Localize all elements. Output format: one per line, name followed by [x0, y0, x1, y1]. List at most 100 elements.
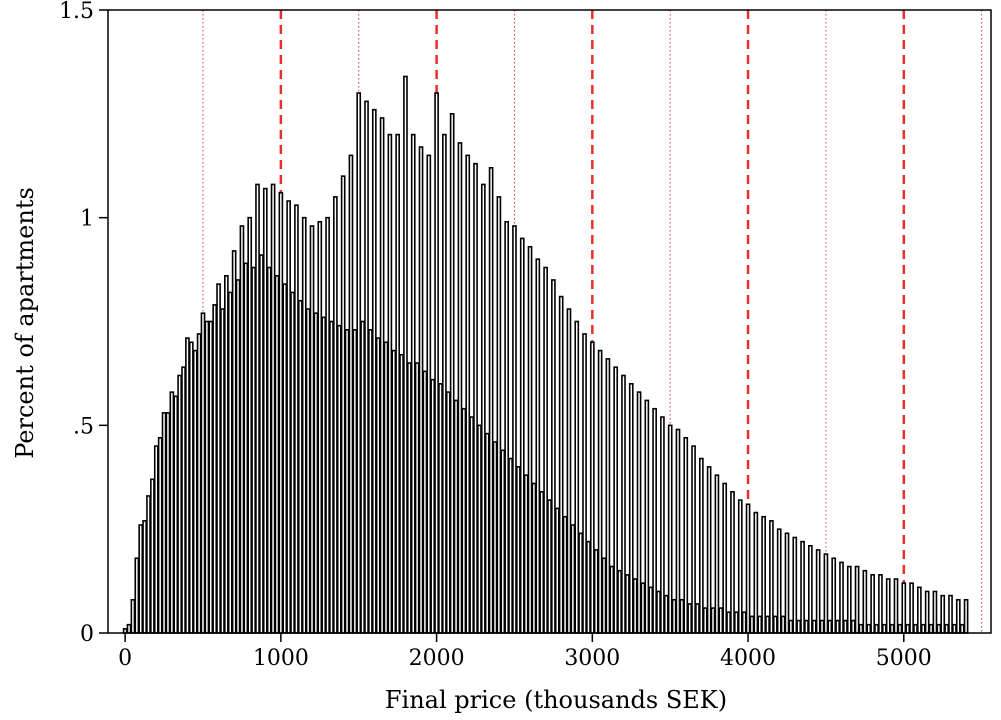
histogram-bar: [473, 162, 478, 634]
histogram-bar: [508, 457, 513, 634]
histogram-bar: [173, 395, 179, 634]
histogram-bar: [480, 183, 486, 634]
histogram-bar: [683, 436, 689, 634]
histogram-bar: [430, 378, 436, 634]
histogram-bar: [640, 582, 646, 634]
histogram-bar: [846, 565, 852, 634]
histogram-bar: [632, 578, 638, 634]
histogram-bar: [492, 441, 498, 634]
histogram-bar: [395, 133, 401, 634]
histogram-bar: [484, 432, 490, 634]
histogram-bar: [710, 607, 716, 634]
histogram-bar: [418, 146, 424, 634]
histogram-bar: [200, 312, 206, 634]
histogram-bar: [208, 320, 214, 634]
histogram-bar: [438, 382, 443, 634]
histogram-bar: [955, 598, 961, 634]
histogram-bar: [625, 574, 630, 634]
histogram-bar: [340, 175, 346, 634]
histogram-bar: [177, 374, 182, 634]
histogram-bar: [422, 370, 428, 634]
histogram-bar: [403, 75, 408, 634]
histogram-bar: [702, 607, 708, 634]
histogram-bar: [294, 204, 299, 634]
histogram-bar: [761, 515, 766, 634]
histogram-bar: [593, 549, 599, 634]
histogram-bar: [675, 428, 681, 634]
histogram-bar: [920, 623, 926, 634]
histogram-bar: [457, 142, 463, 634]
histogram-bar: [667, 424, 673, 634]
histogram-bar: [597, 349, 603, 634]
histogram-bar: [321, 316, 327, 634]
histogram-bar: [146, 495, 151, 634]
histogram-bar: [262, 187, 268, 634]
histogram-bar: [356, 92, 362, 634]
histogram-bar: [516, 466, 521, 634]
histogram-bar: [959, 623, 965, 634]
histogram-bar: [679, 598, 685, 634]
histogram-bar: [410, 133, 416, 634]
histogram-bar: [862, 569, 868, 634]
histogram-bar: [434, 92, 439, 634]
histogram-bar: [617, 569, 622, 634]
histogram-bar: [554, 507, 560, 634]
y-tick-label: 1: [80, 207, 94, 232]
histogram-bar: [278, 191, 284, 634]
histogram-bar: [181, 366, 186, 634]
histogram-bar: [737, 499, 743, 634]
histogram-bar: [897, 623, 903, 634]
histogram-bar: [765, 615, 770, 634]
histogram-bar: [161, 412, 167, 634]
histogram-bar: [730, 490, 735, 634]
histogram-bar: [539, 490, 545, 634]
histogram-bar: [936, 623, 942, 634]
histogram-bar: [800, 540, 805, 634]
histogram-bar: [527, 245, 533, 634]
x-tick-label: 1000: [253, 646, 309, 671]
histogram-bar: [204, 320, 210, 634]
histogram-bar: [165, 412, 171, 634]
histogram-bar: [352, 329, 358, 634]
histogram-bar: [878, 574, 883, 634]
histogram-bar: [940, 594, 946, 634]
histogram-bar: [368, 329, 373, 634]
histogram-bar: [134, 557, 140, 634]
histogram-bar: [317, 221, 323, 634]
histogram-bar: [745, 503, 751, 634]
histogram-bar: [889, 623, 895, 634]
histogram-bar: [963, 598, 969, 634]
histogram-bar: [605, 358, 611, 634]
histogram-bar: [216, 283, 221, 634]
histogram-bar: [344, 329, 350, 634]
histogram-bar: [928, 623, 934, 634]
histogram-bar: [266, 266, 272, 634]
histogram-bar: [858, 623, 864, 634]
histogram-bar: [948, 594, 953, 634]
histogram-bar: [784, 532, 790, 634]
histogram-bar: [714, 474, 720, 634]
histogram-bar: [706, 466, 712, 634]
histogram-bar: [512, 225, 517, 634]
histogram-bar: [247, 216, 253, 634]
histogram-bar: [944, 623, 949, 634]
histogram-bar: [297, 299, 303, 634]
histogram-bar: [192, 349, 198, 634]
histogram-bar: [251, 266, 256, 634]
histogram-bar: [227, 291, 233, 634]
histogram-bar: [445, 391, 451, 634]
histogram-bar: [270, 183, 276, 634]
histogram-bar: [558, 295, 564, 634]
histogram-bar: [329, 320, 334, 634]
histogram-bar: [259, 254, 264, 634]
histogram-bar: [157, 436, 163, 634]
histogram-bar: [695, 603, 700, 634]
histogram-bar: [901, 582, 907, 634]
histogram-bar: [823, 553, 829, 634]
histogram-bar: [212, 304, 218, 634]
histogram-bar: [500, 449, 506, 634]
histogram-bar: [726, 611, 731, 634]
histogram-bar: [885, 578, 891, 634]
histogram-bar: [375, 337, 381, 634]
histogram-bar: [453, 399, 459, 634]
